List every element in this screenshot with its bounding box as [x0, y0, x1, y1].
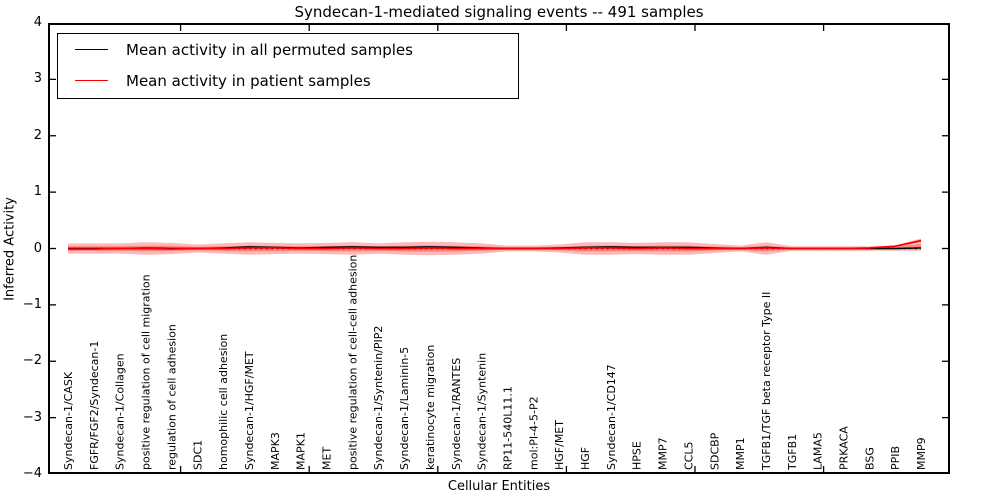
entity-tick-label: RP11-540L11.1: [501, 386, 514, 470]
entity-tick-label: SDCBP: [708, 432, 721, 470]
entity-tick-label: keratinocyte migration: [424, 345, 437, 470]
y-tick-label: 1: [33, 184, 42, 200]
entity-tick-label: regulation of cell adhesion: [165, 324, 178, 470]
entity-tick-label: Syndecan-1/CASK: [62, 371, 75, 470]
legend-label: Mean activity in all permuted samples: [126, 40, 413, 59]
entity-tick-label: MAPK1: [295, 432, 308, 470]
y-tick-label: −4: [22, 466, 42, 481]
entity-tick-label: FGFR/FGF2/Syndecan-1: [88, 341, 101, 470]
entity-tick-label: MAPK3: [269, 432, 282, 470]
entity-tick-label: Syndecan-1/CD147: [605, 364, 618, 470]
entity-tick-label: Syndecan-1/Syntenin/PIP2: [372, 326, 385, 470]
y-tick-label: −3: [22, 409, 42, 425]
entity-tick-label: BSG: [863, 447, 876, 470]
activity-band-outer: [68, 238, 922, 256]
y-tick-label: −1: [22, 296, 42, 312]
entity-tick-label: Syndecan-1/Laminin-5: [398, 347, 411, 470]
legend-item-patient: Mean activity in patient samples: [58, 65, 518, 96]
entity-tick-label: SDC1: [191, 440, 204, 470]
entity-tick-label: PPIB: [889, 446, 902, 470]
entity-tick-label: TGFB1/TGF beta receptor Type II: [760, 292, 773, 471]
entity-tick-label: HGF/MET: [553, 420, 566, 470]
entity-tick-label: MET: [321, 447, 334, 470]
entity-tick-label: mol:PI-4-5-P2: [527, 396, 540, 470]
y-tick-label: 2: [33, 127, 42, 143]
entity-tick-label: positive regulation of cell-cell adhesio…: [346, 255, 359, 470]
entity-tick-label: HPSE: [631, 441, 644, 470]
chart-title: Syndecan-1-mediated signaling events -- …: [294, 3, 704, 21]
entity-tick-label: HGF: [579, 447, 592, 470]
legend-label: Mean activity in patient samples: [126, 71, 371, 90]
y-tick-label: 4: [33, 15, 42, 30]
y-tick-label: −2: [22, 353, 42, 369]
entity-tick-label: MMP7: [657, 437, 670, 470]
legend: Mean activity in all permuted samples Me…: [57, 33, 519, 99]
entity-tick-label: Syndecan-1/HGF/MET: [243, 351, 256, 470]
entity-tick-label: Syndecan-1/Collagen: [114, 353, 127, 470]
entity-tick-label: CCL5: [682, 442, 695, 471]
y-tick-label: 3: [33, 71, 42, 87]
chart-canvas: Syndecan-1/CASK FGFR/FGF2/Syndecan-1 Synde…: [48, 22, 950, 475]
black-line-swatch: [75, 49, 108, 50]
plot-area: Syndecan-1/CASK FGFR/FGF2/Syndecan-1 Synde…: [48, 22, 950, 475]
entity-tick-label: Syndecan-1/Syntenin: [476, 353, 489, 470]
entity-tick-label: positive regulation of cell migration: [140, 274, 153, 470]
patient-mean-line: [68, 239, 922, 250]
axes-frame: [48, 23, 950, 474]
entity-tick-label: LAMA5: [812, 432, 825, 470]
entity-tick-label: Syndecan-1/RANTES: [450, 358, 463, 470]
legend-item-permuted: Mean activity in all permuted samples: [58, 34, 518, 65]
red-line-swatch: [75, 80, 108, 81]
entity-tick-label: homophilic cell adhesion: [217, 334, 230, 470]
y-tick-label: 0: [33, 240, 42, 256]
entity-tick-label: MMP1: [734, 437, 747, 470]
x-axis-label: Cellular Entities: [447, 479, 551, 494]
entity-tick-label: TGFB1: [786, 434, 799, 471]
entity-tick-label: PRKACA: [838, 426, 851, 470]
entity-tick-label: MMP9: [915, 437, 928, 470]
